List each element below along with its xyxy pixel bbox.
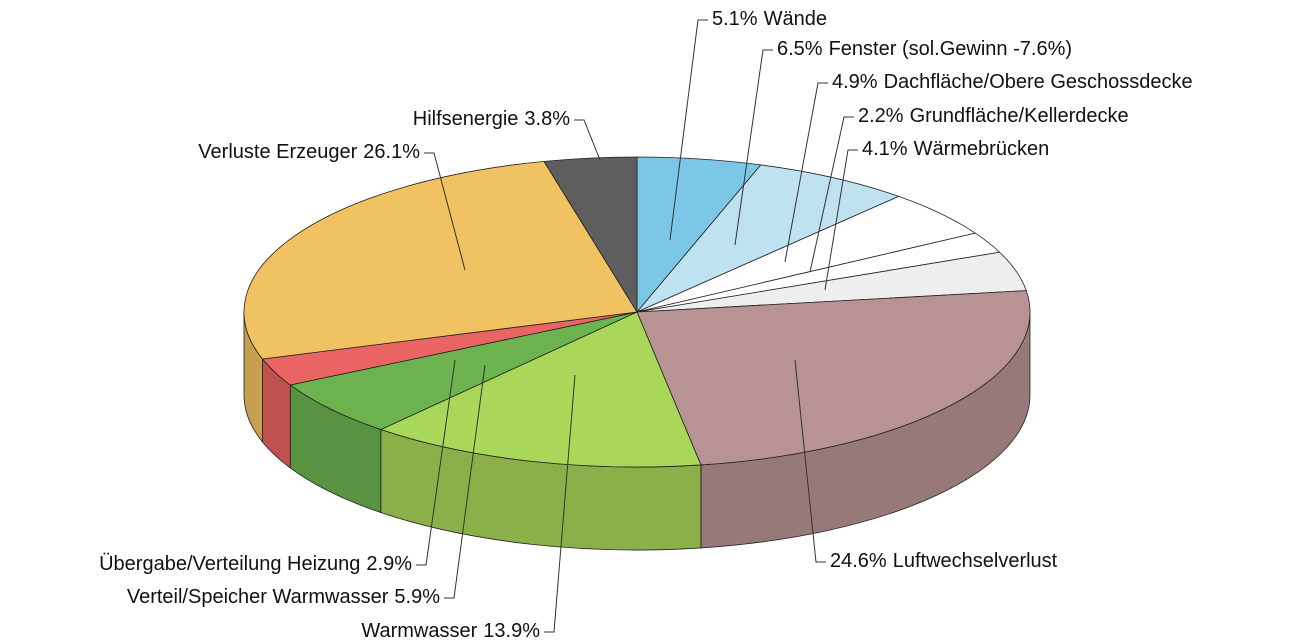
label-text: 4.9% Dachfläche/Obere Geschossdecke	[832, 71, 1193, 93]
slice-label: Verluste Erzeuger 26.1%	[198, 141, 466, 271]
label-text: 4.1% Wärmebrücken	[862, 138, 1049, 160]
label-text: Verteil/Speicher Warmwasser 5.9%	[127, 586, 440, 608]
slice	[636, 164, 900, 313]
label-part: 2.2%	[858, 105, 904, 127]
leader-line	[809, 116, 854, 273]
label-text: 2.2% Grundfläche/Kellerdecke	[858, 105, 1129, 127]
slice-label: Verteil/Speicher Warmwasser 5.9%	[127, 364, 486, 608]
leader-line	[424, 152, 466, 271]
leader-line	[734, 49, 773, 246]
label-text: Warmwasser 13.9%	[361, 620, 540, 642]
label-text: 6.5% Fenster (sol.Gewinn -7.6%)	[777, 38, 1072, 60]
label-part: Grundfläche/Kellerdecke	[910, 105, 1129, 127]
label-part: Wände	[764, 8, 827, 30]
label-part: 4.9%	[832, 71, 878, 93]
slice-label: Warmwasser 13.9%	[361, 374, 576, 642]
slice-label: Hilfsenergie 3.8%	[413, 108, 601, 161]
slice-label: 6.5% Fenster (sol.Gewinn -7.6%)	[734, 38, 1072, 246]
label-part: Luftwechselverlust	[893, 550, 1058, 572]
label-part: 2.9%	[366, 553, 412, 575]
label-part: 3.8%	[524, 108, 570, 130]
label-part: Wärmebrücken	[914, 138, 1050, 160]
slice	[543, 156, 638, 313]
label-text: Übergabe/Verteilung Heizung 2.9%	[99, 553, 412, 575]
label-text: Hilfsenergie 3.8%	[413, 108, 570, 130]
label-part: 5.9%	[394, 586, 440, 608]
label-part: 24.6%	[830, 550, 887, 572]
leader-line	[794, 359, 826, 563]
label-part: Verteil/Speicher Warmwasser	[127, 586, 389, 608]
slice	[380, 311, 702, 468]
label-part: Warmwasser	[361, 620, 477, 642]
leader-line	[824, 149, 858, 291]
slice	[289, 311, 638, 430]
leader-line	[574, 119, 601, 161]
slice-label: 2.2% Grundfläche/Kellerdecke	[809, 105, 1129, 273]
label-text: 5.1% Wände	[712, 8, 827, 30]
slice	[636, 290, 1031, 466]
label-part: 6.5%	[777, 38, 823, 60]
slice-label: 24.6% Luftwechselverlust	[794, 359, 1058, 572]
label-part: Hilfsenergie	[413, 108, 519, 130]
label-part: 4.1%	[862, 138, 908, 160]
label-part: 5.1%	[712, 8, 758, 30]
leader-line	[444, 364, 486, 599]
label-text: 24.6% Luftwechselverlust	[830, 550, 1058, 572]
leader-line	[784, 82, 828, 263]
label-part: Verluste Erzeuger	[198, 141, 357, 163]
slice-label: 5.1% Wände	[669, 8, 827, 241]
label-text: Verluste Erzeuger 26.1%	[198, 141, 420, 163]
slice-label: Übergabe/Verteilung Heizung 2.9%	[99, 359, 456, 575]
leader-line	[416, 359, 456, 566]
label-part: 13.9%	[483, 620, 540, 642]
slice-label: 4.9% Dachfläche/Obere Geschossdecke	[784, 71, 1193, 263]
label-part: Dachfläche/Obere Geschossdecke	[884, 71, 1193, 93]
leader-line	[544, 374, 576, 633]
slice-label: 4.1% Wärmebrücken	[824, 138, 1049, 291]
label-part: Übergabe/Verteilung Heizung	[99, 553, 360, 575]
label-part: Fenster (sol.Gewinn -7.6%)	[829, 38, 1072, 60]
leader-line	[669, 19, 708, 241]
slice	[243, 160, 638, 360]
label-part: 26.1%	[363, 141, 420, 163]
